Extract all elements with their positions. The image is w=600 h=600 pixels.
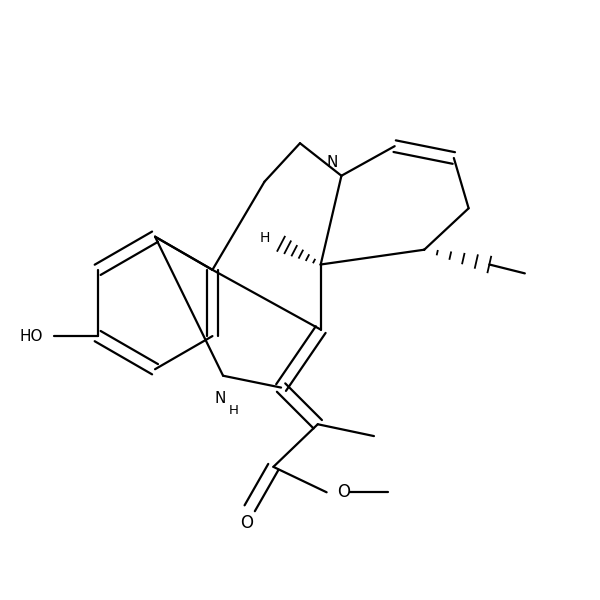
Text: O: O xyxy=(240,514,253,532)
Text: H: H xyxy=(229,404,239,416)
Text: N: N xyxy=(214,391,226,406)
Text: H: H xyxy=(259,231,269,245)
Text: HO: HO xyxy=(19,329,43,344)
Text: N: N xyxy=(327,155,338,170)
Text: O: O xyxy=(337,483,350,501)
